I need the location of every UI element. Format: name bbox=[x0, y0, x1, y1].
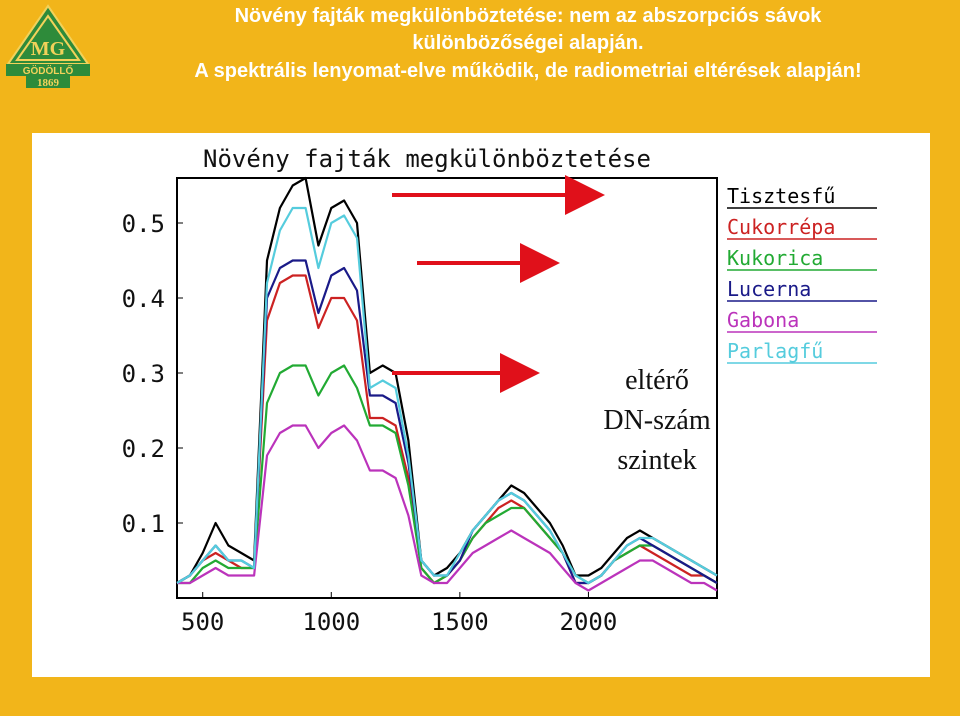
slide-header: MG GÖDÖLLŐ 1869 Növény fajták megkülönbö… bbox=[0, 0, 960, 95]
slide-title-line-2: különbözőségei alapján. bbox=[412, 32, 644, 54]
logo-year-text: 1869 bbox=[37, 77, 60, 89]
legend-entry: Parlagfű bbox=[727, 339, 823, 363]
logo-name-text: GÖDÖLLŐ bbox=[23, 64, 74, 77]
legend-entry: Tisztesfű bbox=[727, 184, 835, 208]
university-logo: MG GÖDÖLLŐ 1869 bbox=[2, 2, 94, 90]
dn-level-annotation: eltérő DN-szám szintek bbox=[572, 361, 742, 481]
x-tick-label: 2000 bbox=[560, 608, 618, 636]
annotation-line-3: szintek bbox=[617, 445, 697, 476]
chart-title: Növény fajták megkülönböztetése bbox=[203, 145, 651, 173]
y-tick-label: 0.1 bbox=[122, 510, 165, 538]
slide-subtitle: A spektrális lenyomat-elve működik, de r… bbox=[194, 60, 862, 82]
chart-card: Növény fajták megkülönböztetése 0.1 0.2 0.3… bbox=[32, 133, 930, 677]
y-tick-label: 0.2 bbox=[122, 435, 165, 463]
x-tick-label: 1500 bbox=[431, 608, 489, 636]
x-tick-label: 1000 bbox=[302, 608, 360, 636]
x-tick-label: 500 bbox=[181, 608, 224, 636]
legend-entry: Cukorrépa bbox=[727, 215, 835, 239]
y-tick-label: 0.5 bbox=[122, 210, 165, 238]
plot-frame bbox=[176, 177, 718, 599]
annotation-line-1: eltérő bbox=[625, 365, 689, 396]
series-line-1 bbox=[176, 176, 718, 584]
legend-entry: Gabona bbox=[727, 308, 799, 332]
y-tick-label: 0.3 bbox=[122, 360, 165, 388]
series-line-5 bbox=[177, 424, 718, 592]
slide-title-line-1: Növény fajták megkülönböztetése: nem az … bbox=[234, 5, 822, 27]
y-tick-label: 0.4 bbox=[122, 285, 165, 313]
legend-entry: Lucerna bbox=[727, 277, 811, 301]
spectral-chart: Növény fajták megkülönböztetése 0.1 0.2 0.3… bbox=[122, 145, 877, 636]
series-line-6 bbox=[176, 206, 718, 585]
svg-text:MG: MG bbox=[31, 38, 66, 60]
logo-emblem-icon: MG GÖDÖLLŐ 1869 bbox=[6, 4, 90, 89]
legend-entry: Kukorica bbox=[727, 246, 823, 270]
annotation-line-2: DN-szám bbox=[603, 405, 711, 436]
